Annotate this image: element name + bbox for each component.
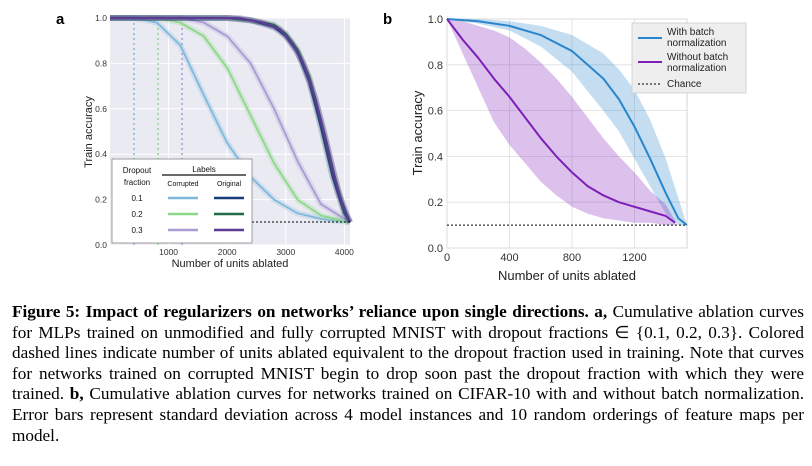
legend-bn-label-2: normalization — [667, 38, 726, 49]
series-line-corrupted-0.2 — [110, 17, 351, 224]
caption-title: Impact of regularizers on networks’ reli… — [85, 302, 589, 321]
legend-original-header: Original — [217, 181, 242, 188]
y-tick-label: 0.2 — [428, 197, 443, 209]
series-line-corrupted-0.3 — [110, 17, 351, 224]
caption-part-a-label: a, — [594, 302, 608, 321]
figure-caption: Figure 5: Impact of regularizers on netw… — [12, 302, 804, 446]
panel-a-legend: Dropout fraction Labels Corrupted Origin… — [111, 158, 253, 244]
panel-b-xlabel: Number of units ablated — [498, 268, 636, 283]
x-tick-label: 4000 — [335, 247, 354, 257]
y-tick-label: 1.0 — [428, 14, 443, 26]
series-line-original-0.3 — [110, 16, 352, 223]
error-band — [447, 19, 687, 226]
panel-b-chart: 0 400 800 1200 0.0 0.2 0.4 0.6 0.8 1.0 Number of … — [410, 14, 747, 283]
y-tick-label: 0.0 — [428, 243, 443, 255]
y-tick-label: 1.0 — [95, 13, 107, 23]
panel-a-xlabel: Number of units ablated — [172, 258, 289, 270]
error-band — [447, 19, 676, 226]
legend-dropout-header-2: fraction — [124, 178, 150, 187]
x-tick-label: 800 — [563, 252, 581, 264]
x-tick-label: 3000 — [276, 247, 295, 257]
legend-row-label: 0.3 — [131, 226, 143, 235]
y-tick-label: 0.4 — [428, 151, 443, 163]
y-tick-label: 0.6 — [428, 106, 443, 118]
figure-number: Figure 5: — [12, 302, 81, 321]
y-tick-label: 0.8 — [95, 58, 107, 68]
legend-bn-label-1: With batch — [667, 27, 714, 38]
legend-nobn-label-2: normalization — [667, 63, 726, 74]
caption-part-b-text: Cumulative ablation curves for networks … — [12, 384, 805, 445]
legend-chance-label: Chance — [667, 79, 702, 90]
series-line-0 — [446, 18, 688, 226]
legend-row-label: 0.1 — [131, 194, 143, 203]
y-tick-label: 0.0 — [95, 240, 107, 250]
series-line-corrupted-0.1 — [110, 17, 351, 224]
panel-b-ylabel: Train accuracy — [410, 90, 425, 175]
series-line-1 — [446, 18, 676, 224]
panel-label-a: a — [56, 11, 65, 28]
y-tick-label: 0.8 — [428, 60, 443, 72]
panel-b-legend: With batch normalization Without batch n… — [631, 22, 747, 94]
x-tick-label: 1200 — [622, 252, 646, 264]
panel-a-chart: 1000 2000 3000 4000 0.0 0.2 0.4 0.6 0.8 1.0 Numbe… — [83, 13, 354, 270]
legend-corrupted-header: Corrupted — [167, 181, 198, 188]
legend-dropout-header-1: Dropout — [123, 166, 152, 175]
panel-label-b: b — [383, 11, 392, 28]
caption-part-b-label: b, — [69, 384, 84, 404]
x-tick-label: 400 — [500, 252, 518, 264]
legend-nobn-label-1: Without batch — [667, 52, 728, 63]
y-tick-label: 0.6 — [95, 104, 107, 114]
y-tick-label: 0.4 — [95, 149, 107, 159]
x-tick-label: 1000 — [159, 247, 178, 257]
caption-part-a-text: Cumulative ablation curves for MLPs trai… — [12, 302, 804, 404]
legend-labels-header: Labels — [192, 165, 216, 174]
panel-a-ylabel: Train accuracy — [83, 96, 95, 168]
x-tick-label: 2000 — [218, 247, 237, 257]
y-tick-label: 0.2 — [95, 195, 107, 205]
legend-row-label: 0.2 — [131, 210, 143, 219]
x-tick-label: 0 — [444, 252, 450, 264]
